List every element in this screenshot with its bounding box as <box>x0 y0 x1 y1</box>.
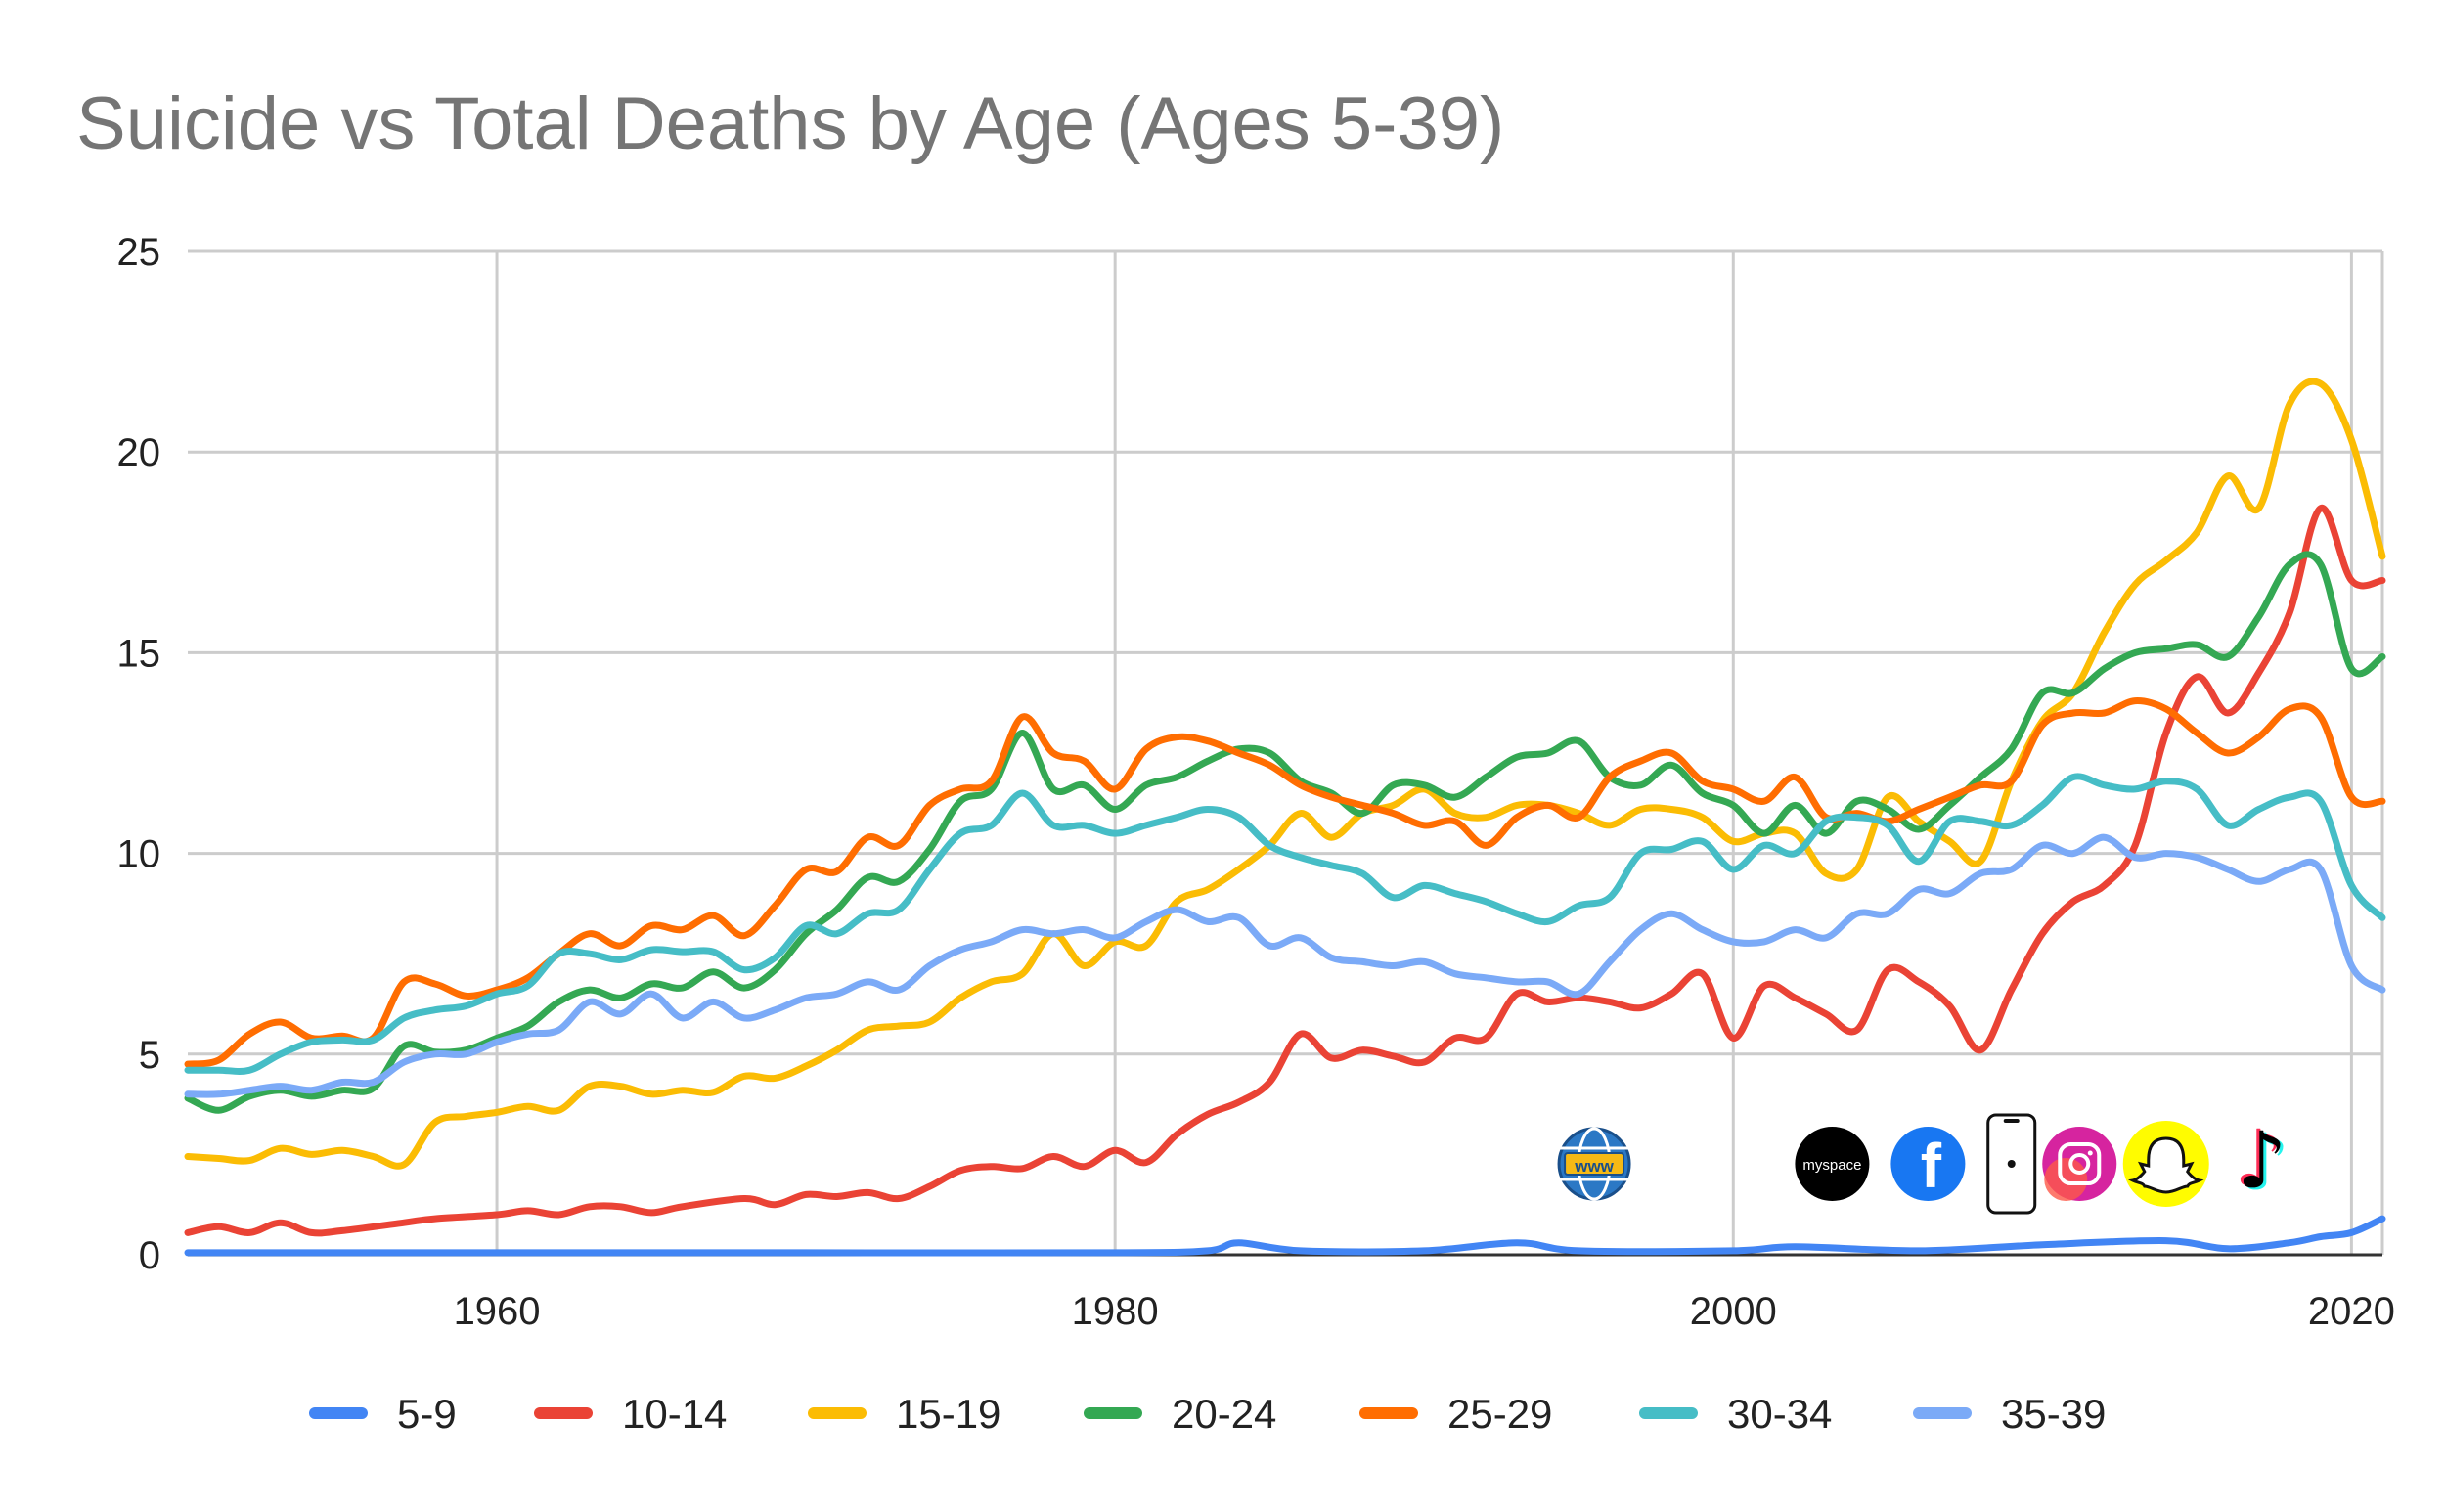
legend-item-10-14[interactable]: 10-14 <box>534 1391 727 1437</box>
y-tick-label: 10 <box>117 833 161 876</box>
svg-text:f: f <box>1921 1131 1942 1201</box>
svg-text:myspace: myspace <box>1802 1157 1861 1174</box>
svg-text:♪: ♪ <box>2237 1115 2287 1206</box>
legend-item-15-19[interactable]: 15-19 <box>808 1391 1000 1437</box>
axis-ticks: 0 5 10 15 20 25 1960 1980 2000 2020 <box>117 231 2395 1333</box>
svg-text:♪: ♪ <box>2234 1113 2284 1204</box>
series-line-5-9 <box>184 1215 2386 1257</box>
legend-label: 35-39 <box>2001 1391 2106 1437</box>
legend-label: 25-29 <box>1447 1391 1552 1437</box>
svg-text:www: www <box>1574 1157 1614 1176</box>
legend-label: 5-9 <box>397 1391 457 1437</box>
x-tick-label: 2000 <box>1690 1290 1777 1333</box>
legend: 5-9 10-14 15-19 20-24 25-29 30-34 35-39 <box>309 1391 2106 1437</box>
legend-item-5-9[interactable]: 5-9 <box>309 1391 457 1437</box>
y-tick-label: 20 <box>117 431 161 474</box>
y-tick-label: 0 <box>139 1234 160 1277</box>
www-icon: www <box>1557 1127 1631 1201</box>
y-tick-label: 25 <box>117 231 161 274</box>
series-line-25-29 <box>184 697 2386 1068</box>
legend-item-25-29[interactable]: 25-29 <box>1359 1391 1552 1437</box>
legend-label: 20-24 <box>1172 1391 1276 1437</box>
app-annotations: www myspace f ♪♪♪ <box>1557 1113 2289 1215</box>
myspace-icon: myspace <box>1795 1127 1870 1201</box>
legend-label: 15-19 <box>896 1391 1000 1437</box>
legend-label: 10-14 <box>622 1391 727 1437</box>
legend-item-30-34[interactable]: 30-34 <box>1639 1391 1832 1437</box>
chart-title: Suicide vs Total Deaths by Age (Ages 5-3… <box>76 82 1504 165</box>
iphone-icon <box>1986 1113 2037 1215</box>
snapchat-icon <box>2122 1121 2209 1207</box>
series-line-10-14 <box>184 505 2386 1237</box>
legend-label: 30-34 <box>1727 1391 1832 1437</box>
y-tick-label: 5 <box>139 1034 160 1077</box>
x-tick-label: 1980 <box>1072 1290 1159 1333</box>
series-lines <box>184 378 2386 1257</box>
x-tick-label: 2020 <box>2308 1290 2395 1333</box>
series-line-20-24 <box>184 551 2386 1114</box>
x-tick-label: 1960 <box>454 1290 541 1333</box>
instagram-icon <box>2042 1127 2117 1201</box>
tiktok-icon: ♪♪♪ <box>2234 1113 2289 1208</box>
series-line-30-34 <box>184 773 2386 1075</box>
legend-item-35-39[interactable]: 35-39 <box>1913 1391 2106 1437</box>
facebook-icon: f <box>1890 1127 1966 1201</box>
grid <box>188 249 2384 1257</box>
series-line-35-39 <box>184 833 2386 1098</box>
legend-item-20-24[interactable]: 20-24 <box>1084 1391 1276 1437</box>
svg-text:♪: ♪ <box>2240 1117 2289 1208</box>
y-tick-label: 15 <box>117 632 161 675</box>
